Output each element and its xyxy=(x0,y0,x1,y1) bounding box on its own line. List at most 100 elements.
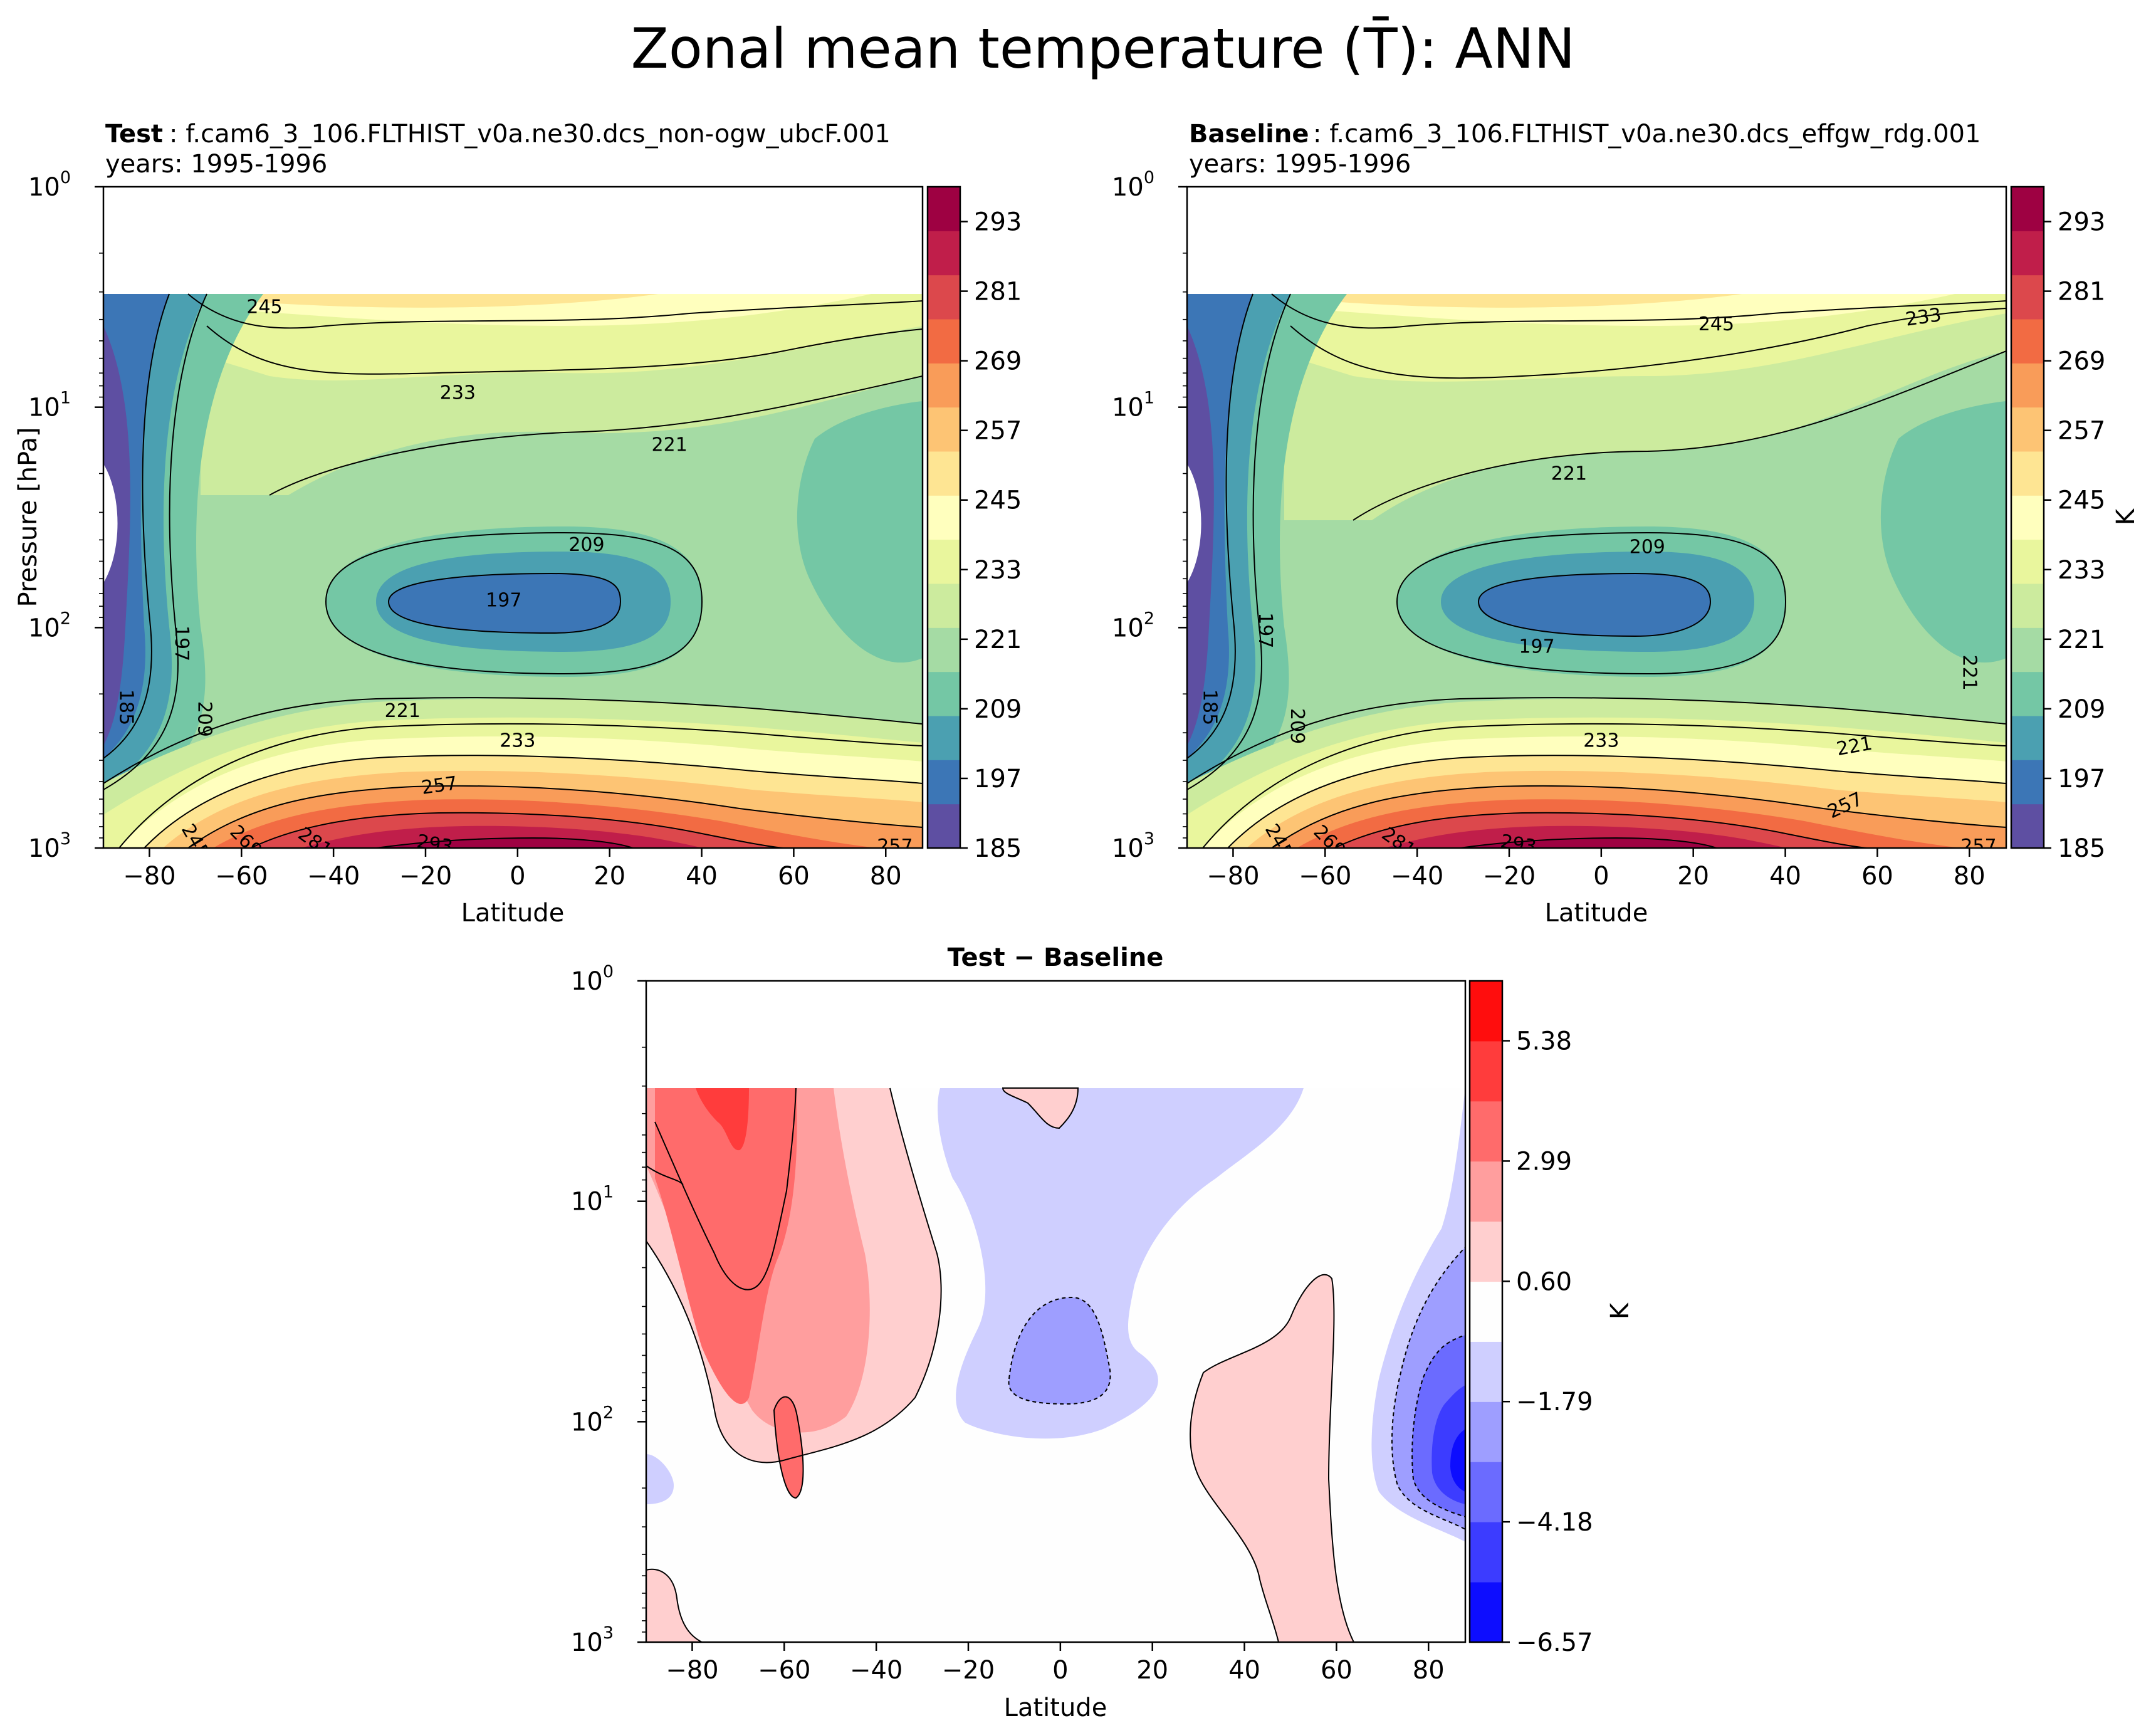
difference-colorbar-label: −1.79 xyxy=(1516,1388,1593,1416)
baseline-title-bold: Baseline xyxy=(1189,120,1309,149)
difference-xtick-label: 0 xyxy=(1052,1656,1068,1685)
test-colorbar-label: 185 xyxy=(974,834,1022,863)
test-ylabel: Pressure [hPa] xyxy=(14,427,43,607)
difference-xtick-label: −20 xyxy=(942,1656,995,1685)
test-x-ticks: −80 −60 −40 −20 0 20 40 60 80 xyxy=(123,848,902,891)
test-colorbar-label: 221 xyxy=(974,626,1022,654)
difference-colorbar-segment xyxy=(1470,1582,1502,1643)
test-ytick-label: 101 xyxy=(28,389,71,422)
difference-xtick-label: −40 xyxy=(850,1656,903,1685)
difference-colorbar-label: −4.18 xyxy=(1516,1508,1593,1537)
baseline-colorbar-segment xyxy=(2011,584,2044,628)
test-colorbar-segment xyxy=(928,760,960,805)
baseline-colorbar-label: 233 xyxy=(2058,556,2105,585)
baseline-colorbar-segment xyxy=(2011,627,2044,673)
test-xtick-label: −40 xyxy=(307,862,360,891)
test-colorbar-segment xyxy=(928,495,960,540)
baseline-colorbar-frame xyxy=(2010,186,2045,849)
difference-ytick-label: 100 xyxy=(571,962,614,996)
test-colorbar-label: 197 xyxy=(974,765,1022,793)
test-ytick-label: 102 xyxy=(28,609,71,642)
baseline-xtick-label: 0 xyxy=(1593,862,1609,891)
test-colorbar-label: 257 xyxy=(974,417,1022,446)
baseline-colorbar-segment xyxy=(2011,760,2044,805)
baseline-colorbar-segment xyxy=(2011,716,2044,760)
difference-colorbar-segment xyxy=(1470,1281,1502,1342)
baseline-colorbar: 185 197 209 221 233 245 257 269 281 293 xyxy=(2010,186,2105,863)
test-colorbar-label: 281 xyxy=(974,278,1022,306)
baseline-ytick-label: 103 xyxy=(1112,829,1154,863)
test-colorbar-segment xyxy=(928,319,960,364)
baseline-contour-label: 209 xyxy=(1630,536,1665,558)
test-colorbar-segment xyxy=(928,671,960,716)
test-contour-label: 185 xyxy=(115,689,137,725)
test-colorbar-segment xyxy=(928,451,960,496)
baseline-colorbar-label: 281 xyxy=(2058,278,2105,306)
difference-colorbar-segment xyxy=(1470,1401,1502,1462)
difference-colorbar-segment xyxy=(1470,1341,1502,1402)
diff-fill-sh-3 xyxy=(655,1088,797,1405)
test-xtick-label: 40 xyxy=(686,862,718,891)
baseline-xtick-label: −20 xyxy=(1483,862,1536,891)
difference-xlabel: Latitude xyxy=(1004,1694,1107,1722)
test-colorbar-segment xyxy=(928,804,960,849)
test-title-case: : f.cam6_3_106.FLTHIST_v0a.ne30.dcs_non-… xyxy=(169,120,891,149)
test-contour-label: 233 xyxy=(500,730,535,751)
test-colorbar-segment xyxy=(928,187,960,231)
difference-xtick-label: −60 xyxy=(758,1656,810,1685)
baseline-contour-label: 245 xyxy=(1698,313,1734,335)
difference-colorbar-segment xyxy=(1470,1101,1502,1162)
difference-contour-field xyxy=(646,1087,1465,1642)
difference-colorbar-label: 2.99 xyxy=(1516,1147,1572,1176)
difference-axes-frame xyxy=(645,980,1467,1643)
difference-ytick-label: 103 xyxy=(571,1623,614,1657)
test-contour-label: 221 xyxy=(385,700,421,722)
test-ytick-label: 100 xyxy=(28,168,71,202)
baseline-colorbar-segment xyxy=(2011,275,2044,320)
difference-contour-lines xyxy=(646,1087,942,1463)
test-contour-label: 197 xyxy=(170,626,192,661)
baseline-xtick-label: 20 xyxy=(1677,862,1709,891)
baseline-xtick-label: −60 xyxy=(1299,862,1351,891)
test-contour-label: 209 xyxy=(194,701,216,737)
difference-xtick-label: 60 xyxy=(1321,1656,1353,1685)
test-xtick-label: 0 xyxy=(510,862,525,891)
baseline-xtick-label: 40 xyxy=(1769,862,1801,891)
test-colorbar-segment xyxy=(928,539,960,584)
test-xtick-label: 20 xyxy=(594,862,625,891)
baseline-ytick-label: 101 xyxy=(1112,389,1154,422)
test-colorbar-label: 269 xyxy=(974,347,1022,376)
difference-ytick-label: 102 xyxy=(571,1403,614,1437)
baseline-colorbar-segment xyxy=(2011,804,2044,849)
test-colorbar-segment xyxy=(928,584,960,628)
test-contour-label: 257 xyxy=(877,835,913,857)
baseline-colorbar-segment xyxy=(2011,539,2044,584)
test-fill-trop-warm-10 xyxy=(376,838,633,848)
difference-xtick-label: 40 xyxy=(1228,1656,1260,1685)
difference-colorbar-label: 5.38 xyxy=(1516,1027,1572,1056)
difference-y-ticks: 100 101 102 103 xyxy=(571,962,646,1657)
baseline-colorbar-label: 245 xyxy=(2058,486,2105,515)
baseline-xtick-label: −40 xyxy=(1391,862,1443,891)
test-colorbar-label: 209 xyxy=(974,695,1022,724)
baseline-subtitle: years: 1995-1996 xyxy=(1189,150,1411,179)
diff-fill-nh-warm xyxy=(1190,1274,1355,1642)
test-colorbar-label: 245 xyxy=(974,486,1022,515)
test-fill-upper-4 xyxy=(238,294,658,308)
test-ytick-label: 103 xyxy=(28,829,71,863)
test-fill-trop-3 xyxy=(389,573,620,633)
difference-colorbar: 5.38 2.99 0.60 −1.79 −4.18 −6.57 xyxy=(1468,980,1593,1657)
baseline-ytick-label: 100 xyxy=(1112,168,1154,202)
difference-colorbar-segment xyxy=(1470,981,1502,1042)
diff-fill-trop-2 xyxy=(1002,1087,1079,1129)
baseline-colorbar-segment xyxy=(2011,495,2044,540)
test-colorbar-segment xyxy=(928,363,960,408)
baseline-contour-label: 221 xyxy=(1958,654,1980,690)
baseline-colorbar-segment xyxy=(2011,319,2044,364)
difference-xtick-label: 80 xyxy=(1413,1656,1445,1685)
diff-fill-sh-4 xyxy=(696,1088,749,1151)
baseline-xtick-label: −80 xyxy=(1206,862,1259,891)
